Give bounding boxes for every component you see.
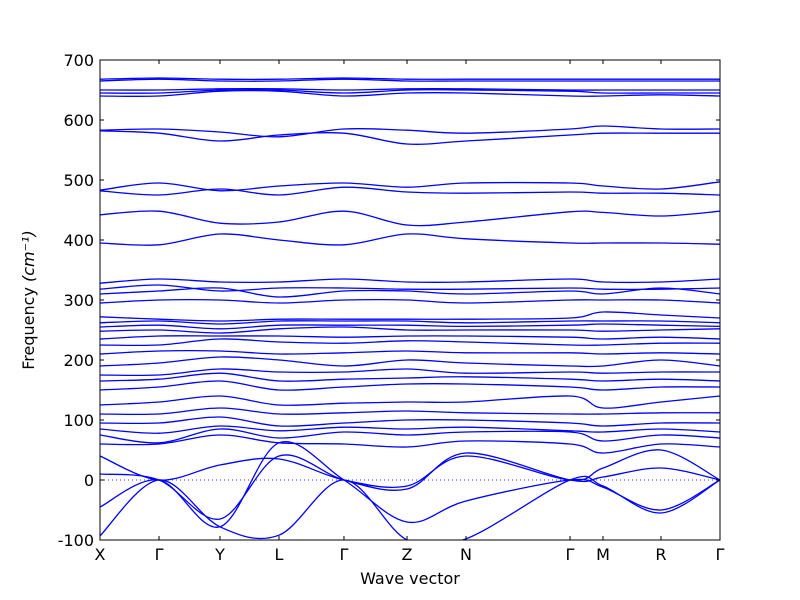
x-tick-label: Γ — [716, 545, 725, 564]
band-line-24 — [100, 284, 720, 292]
band-line-18 — [100, 326, 720, 334]
band-line-7 — [100, 425, 720, 434]
band-line-23 — [100, 287, 720, 298]
y-tick-label: 700 — [63, 51, 94, 70]
band-line-3 — [100, 452, 720, 520]
y-tick-label: 100 — [63, 411, 94, 430]
x-tick-label: Y — [214, 545, 225, 564]
x-tick-label: Γ — [155, 545, 164, 564]
band-line-21 — [100, 311, 720, 322]
band-line-29 — [100, 181, 720, 192]
y-tick-label: 500 — [63, 171, 94, 190]
band-line-22 — [100, 298, 720, 304]
band-line-20 — [100, 320, 720, 325]
band-line-14 — [100, 356, 720, 368]
y-tick-label: 0 — [84, 471, 94, 490]
band-line-30 — [100, 130, 720, 145]
x-tick-label: L — [275, 545, 284, 564]
band-line-27 — [100, 210, 720, 227]
band-line-34 — [100, 88, 720, 91]
x-tick-label: M — [596, 545, 610, 564]
band-line-36 — [100, 77, 720, 80]
band-line-25 — [100, 278, 720, 284]
band-line-2 — [100, 440, 720, 528]
band-line-15 — [100, 349, 720, 355]
band-line-26 — [100, 233, 720, 246]
x-tick-label: R — [655, 545, 666, 564]
band-line-12 — [100, 372, 720, 382]
y-tick-label: -100 — [58, 531, 94, 550]
y-axis: -100 0 100 200 300 400 500 600 700 — [58, 51, 720, 550]
band-line-35 — [100, 78, 720, 82]
y-axis-label: Frequency (cm⁻¹) — [19, 230, 38, 369]
x-tick-label: Z — [402, 545, 413, 564]
band-line-33 — [100, 88, 720, 94]
band-line-32 — [100, 89, 720, 98]
y-tick-label: 300 — [63, 291, 94, 310]
band-line-17 — [100, 335, 720, 340]
band-line-11 — [100, 380, 720, 391]
band-line-31 — [100, 125, 720, 138]
x-axis-label: Wave vector — [360, 569, 460, 588]
y-tick-label: 200 — [63, 351, 94, 370]
plot-area — [100, 77, 720, 540]
band-line-19 — [100, 323, 720, 330]
x-tick-label: Γ — [566, 545, 575, 564]
band-line-9 — [100, 407, 720, 416]
x-tick-label: Γ — [340, 545, 349, 564]
y-tick-label: 600 — [63, 111, 94, 130]
band-line-6 — [100, 428, 720, 444]
y-tick-label: 400 — [63, 231, 94, 250]
band-line-5 — [100, 434, 720, 454]
band-line-4 — [100, 449, 720, 489]
band-line-13 — [100, 368, 720, 377]
band-line-16 — [100, 338, 720, 347]
band-line-10 — [100, 395, 720, 409]
x-tick-label: N — [460, 545, 472, 564]
x-tick-label: X — [95, 545, 106, 564]
band-line-8 — [100, 416, 720, 427]
